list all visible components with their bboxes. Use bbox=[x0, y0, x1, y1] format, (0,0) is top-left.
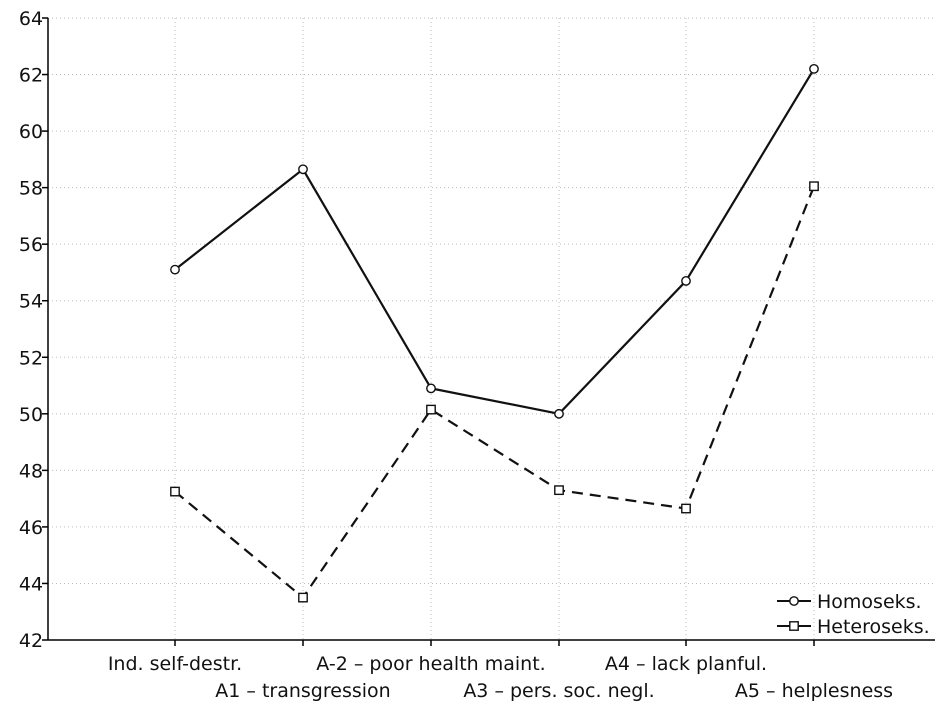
data-point-square bbox=[554, 485, 564, 496]
data-point-square bbox=[809, 181, 819, 192]
x-category-label: A1 – transgression bbox=[215, 680, 390, 702]
y-tick-label: 44 bbox=[19, 573, 43, 595]
data-point-circle bbox=[426, 383, 436, 394]
series bbox=[170, 63, 819, 603]
data-point-circle bbox=[554, 408, 564, 419]
legend-label: Homoseks. bbox=[817, 591, 922, 613]
y-tick-label: 50 bbox=[19, 404, 43, 426]
data-point-square bbox=[298, 592, 308, 603]
data-point-square bbox=[681, 503, 691, 514]
y-tick-label: 42 bbox=[19, 630, 43, 652]
legend-marker-circle bbox=[789, 596, 799, 606]
x-category-label: Ind. self-destr. bbox=[108, 653, 242, 675]
legend-marker-square bbox=[789, 621, 799, 631]
y-tick-label: 54 bbox=[19, 291, 43, 313]
x-category-label: A3 – pers. soc. negl. bbox=[463, 680, 654, 702]
y-tick-label: 62 bbox=[19, 65, 43, 87]
y-tick-labels: 42 44 46 48 50 52 54 56 58 60 62 64 bbox=[19, 8, 48, 652]
x-tick-labels: Ind. self-destr. A1 – transgression A-2 – … bbox=[108, 640, 893, 702]
axes bbox=[47, 18, 935, 641]
x-category-label: A-2 – poor health maint. bbox=[316, 653, 545, 675]
data-point-square bbox=[170, 486, 180, 497]
data-point-circle bbox=[809, 63, 819, 74]
legend-label: Heteroseks. bbox=[817, 616, 930, 638]
data-point-circle bbox=[681, 276, 691, 286]
y-tick-label: 60 bbox=[19, 121, 43, 143]
legend: Homoseks. Heteroseks. bbox=[777, 591, 930, 638]
x-category-label: A4 – lack planful. bbox=[605, 653, 767, 675]
y-tick-label: 48 bbox=[19, 460, 43, 482]
y-tick-label: 52 bbox=[19, 347, 43, 369]
y-tick-label: 64 bbox=[19, 8, 43, 30]
series-line-1 bbox=[174, 68, 815, 416]
x-category-label: A5 – helplesness bbox=[735, 680, 893, 702]
y-tick-label: 58 bbox=[19, 178, 43, 200]
series-line-2 bbox=[174, 185, 816, 600]
y-tick-label: 46 bbox=[19, 517, 43, 539]
grid-lines bbox=[48, 17, 935, 641]
data-point-square bbox=[426, 404, 436, 415]
y-tick-label: 56 bbox=[19, 234, 43, 256]
data-point-circle bbox=[170, 264, 180, 275]
data-point-circle bbox=[298, 164, 308, 175]
